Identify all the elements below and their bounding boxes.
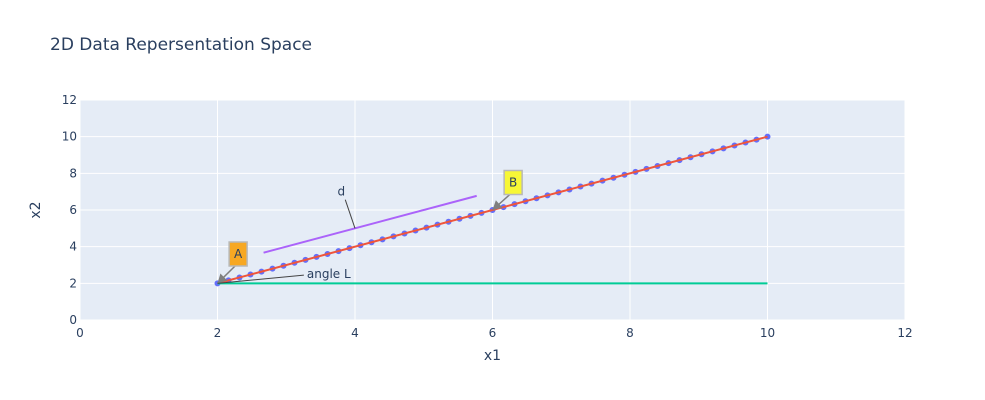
x-tick-label: 8 (626, 326, 634, 340)
x-tick-label: 4 (351, 326, 359, 340)
x-tick-label: 2 (214, 326, 222, 340)
y-axis-title: x2 (28, 201, 44, 218)
annotation-box (228, 241, 248, 267)
annotation-1: B (491, 169, 523, 211)
annotation-arrowhead (492, 200, 503, 210)
x-tick-label: 6 (489, 326, 497, 340)
annotations: A Bd angle L (216, 169, 523, 284)
chart-title: 2D Data Repersentation Space (50, 35, 312, 55)
annotation-pointer (217, 274, 304, 284)
annotation-label: A (234, 247, 243, 261)
annotation-pointer (344, 199, 356, 229)
annotation-0: A (216, 241, 248, 284)
y-tick-label: 4 (69, 240, 77, 254)
y-tick-label: 6 (69, 203, 77, 217)
annotation-arrowhead (217, 273, 228, 284)
x-tick-label: 10 (760, 326, 775, 340)
x-tick-label: 0 (76, 326, 84, 340)
y-tick-label: 10 (62, 130, 77, 144)
annotation-label: d (337, 185, 345, 199)
y-tick-label: 2 (69, 276, 77, 290)
x-tick-label: 12 (897, 326, 912, 340)
y-tick-label: 8 (69, 166, 77, 180)
y-tick-label: 12 (62, 93, 77, 107)
annotation-2: d (337, 185, 356, 229)
annotation-3: angle L (217, 267, 351, 284)
annotation-label: B (509, 176, 517, 190)
annotation-box (503, 169, 523, 196)
annotation-label: angle L (307, 267, 351, 281)
y-tick-label: 0 (69, 313, 77, 327)
ticks: 0 2 4 6 8 10 12 0 2 4 6 8 10 12 (62, 93, 913, 340)
x-axis-title: x1 (484, 348, 501, 364)
series-2-line (263, 194, 477, 254)
